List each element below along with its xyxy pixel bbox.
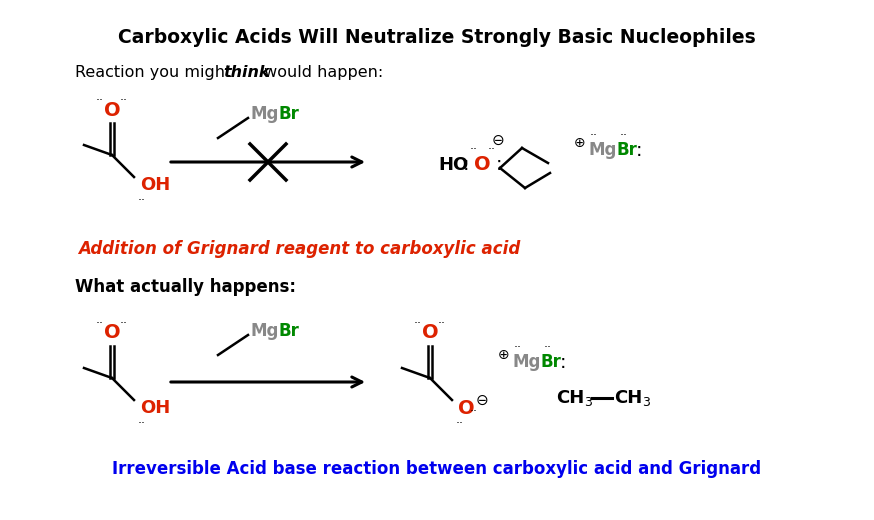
- Text: Reaction you might: Reaction you might: [75, 65, 236, 80]
- Text: ··: ··: [456, 418, 464, 431]
- Text: O: O: [421, 323, 439, 343]
- Text: ⊖: ⊖: [491, 133, 504, 148]
- Text: OH: OH: [140, 399, 170, 417]
- Text: ··: ··: [96, 318, 104, 331]
- Text: Mg: Mg: [250, 105, 279, 123]
- Text: :: :: [560, 353, 566, 371]
- Text: ··: ··: [138, 194, 146, 207]
- Text: ··: ··: [470, 406, 478, 419]
- Text: What actually happens:: What actually happens:: [75, 278, 296, 296]
- Text: Irreversible Acid base reaction between carboxylic acid and Grignard: Irreversible Acid base reaction between …: [113, 460, 761, 478]
- Text: ··: ··: [514, 342, 522, 355]
- Text: ··: ··: [488, 144, 496, 157]
- Text: :: :: [636, 140, 642, 160]
- Text: ··: ··: [120, 318, 128, 331]
- Text: O: O: [104, 100, 121, 120]
- Text: 3: 3: [642, 396, 650, 410]
- Text: ⊕: ⊕: [498, 348, 510, 362]
- Text: ··: ··: [590, 129, 598, 142]
- Text: CH: CH: [556, 389, 584, 407]
- Text: O: O: [104, 323, 121, 343]
- Text: Br: Br: [278, 322, 299, 340]
- Text: ··: ··: [620, 129, 628, 142]
- Text: :: :: [462, 155, 469, 175]
- Text: CH: CH: [614, 389, 642, 407]
- Text: ⊕: ⊕: [574, 136, 586, 150]
- Text: O: O: [458, 398, 475, 418]
- Text: Br: Br: [616, 141, 637, 159]
- Text: ··: ··: [120, 95, 128, 108]
- Text: HO: HO: [438, 156, 468, 174]
- Text: O: O: [474, 155, 490, 175]
- Text: Mg: Mg: [588, 141, 616, 159]
- Text: ··: ··: [544, 342, 552, 355]
- Text: Carboxylic Acids Will Neutralize Strongly Basic Nucleophiles: Carboxylic Acids Will Neutralize Strongl…: [118, 28, 756, 47]
- Text: think: think: [223, 65, 269, 80]
- Text: OH: OH: [140, 176, 170, 194]
- Text: :: :: [496, 155, 503, 175]
- Text: would happen:: would happen:: [259, 65, 384, 80]
- Text: ··: ··: [414, 318, 422, 331]
- Text: 3: 3: [584, 396, 592, 410]
- Text: ··: ··: [470, 144, 478, 157]
- Text: ⊖: ⊖: [475, 393, 489, 408]
- Text: ··: ··: [96, 95, 104, 108]
- Text: Br: Br: [540, 353, 561, 371]
- Text: Mg: Mg: [512, 353, 540, 371]
- Text: Addition of Grignard reagent to carboxylic acid: Addition of Grignard reagent to carboxyl…: [78, 240, 520, 258]
- Text: Br: Br: [278, 105, 299, 123]
- Text: Mg: Mg: [250, 322, 279, 340]
- Text: ··: ··: [138, 418, 146, 431]
- Text: ··: ··: [438, 318, 446, 331]
